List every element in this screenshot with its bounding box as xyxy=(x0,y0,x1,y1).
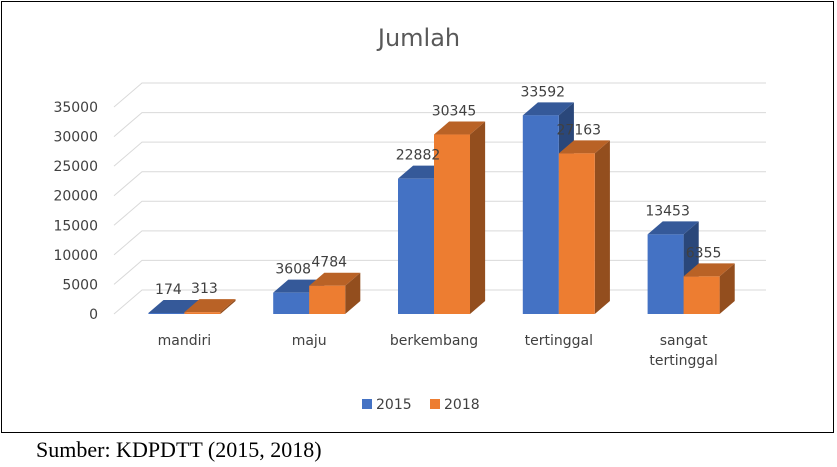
legend-swatch xyxy=(430,399,440,409)
chart-title: Jumlah xyxy=(376,24,460,52)
data-labels: 174 313 3608 4784 22882 30345 33592 27163 13453 6… xyxy=(155,84,721,298)
data-label: 30345 xyxy=(432,104,477,120)
x-tick-label: tertinggal xyxy=(649,353,717,369)
x-tick-label: sangat xyxy=(660,333,708,349)
gridlines xyxy=(113,82,766,315)
legend-swatch xyxy=(362,399,372,409)
legend-label: 2018 xyxy=(444,397,480,413)
data-label: 3608 xyxy=(275,262,311,278)
legend-label: 2015 xyxy=(376,397,412,413)
data-label: 313 xyxy=(191,281,218,297)
bar xyxy=(434,121,486,314)
data-label: 13453 xyxy=(645,203,690,219)
y-tick-label: 15000 xyxy=(53,218,98,234)
y-tick-label: 30000 xyxy=(53,130,98,146)
x-tick-label: berkembang xyxy=(390,333,478,349)
x-tick-label: maju xyxy=(292,333,327,349)
data-label: 6355 xyxy=(686,245,722,261)
y-tick-label: 5000 xyxy=(62,277,98,293)
bars xyxy=(148,102,735,314)
y-tick-label: 20000 xyxy=(53,189,98,205)
data-label: 174 xyxy=(155,282,182,298)
x-axis: mandiri maju berkembang tertinggal sangat ter… xyxy=(158,333,718,369)
chart-frame: 0 5000 10000 15000 20000 25000 30000 35000 174 3… xyxy=(1,1,834,433)
data-label: 27163 xyxy=(557,122,602,138)
bar xyxy=(309,272,361,314)
bar xyxy=(558,140,610,314)
legend: 2015 2018 xyxy=(362,397,480,413)
source-note: Sumber: KDPDTT (2015, 2018) xyxy=(36,437,322,462)
gridline xyxy=(113,82,766,108)
data-label: 22882 xyxy=(396,148,441,164)
bar xyxy=(647,221,699,314)
bar xyxy=(184,299,236,314)
y-tick-label: 10000 xyxy=(53,248,98,264)
y-tick-label: 0 xyxy=(89,307,98,323)
x-tick-label: tertinggal xyxy=(525,333,593,349)
y-tick-label: 35000 xyxy=(53,100,98,116)
data-label: 4784 xyxy=(311,255,347,271)
x-tick-label: mandiri xyxy=(158,333,212,349)
bar-chart: 0 5000 10000 15000 20000 25000 30000 35000 174 3… xyxy=(53,24,766,413)
y-axis: 0 5000 10000 15000 20000 25000 30000 35000 xyxy=(53,100,98,323)
y-tick-label: 25000 xyxy=(53,159,98,175)
bar xyxy=(683,263,735,314)
data-label: 33592 xyxy=(521,84,566,100)
